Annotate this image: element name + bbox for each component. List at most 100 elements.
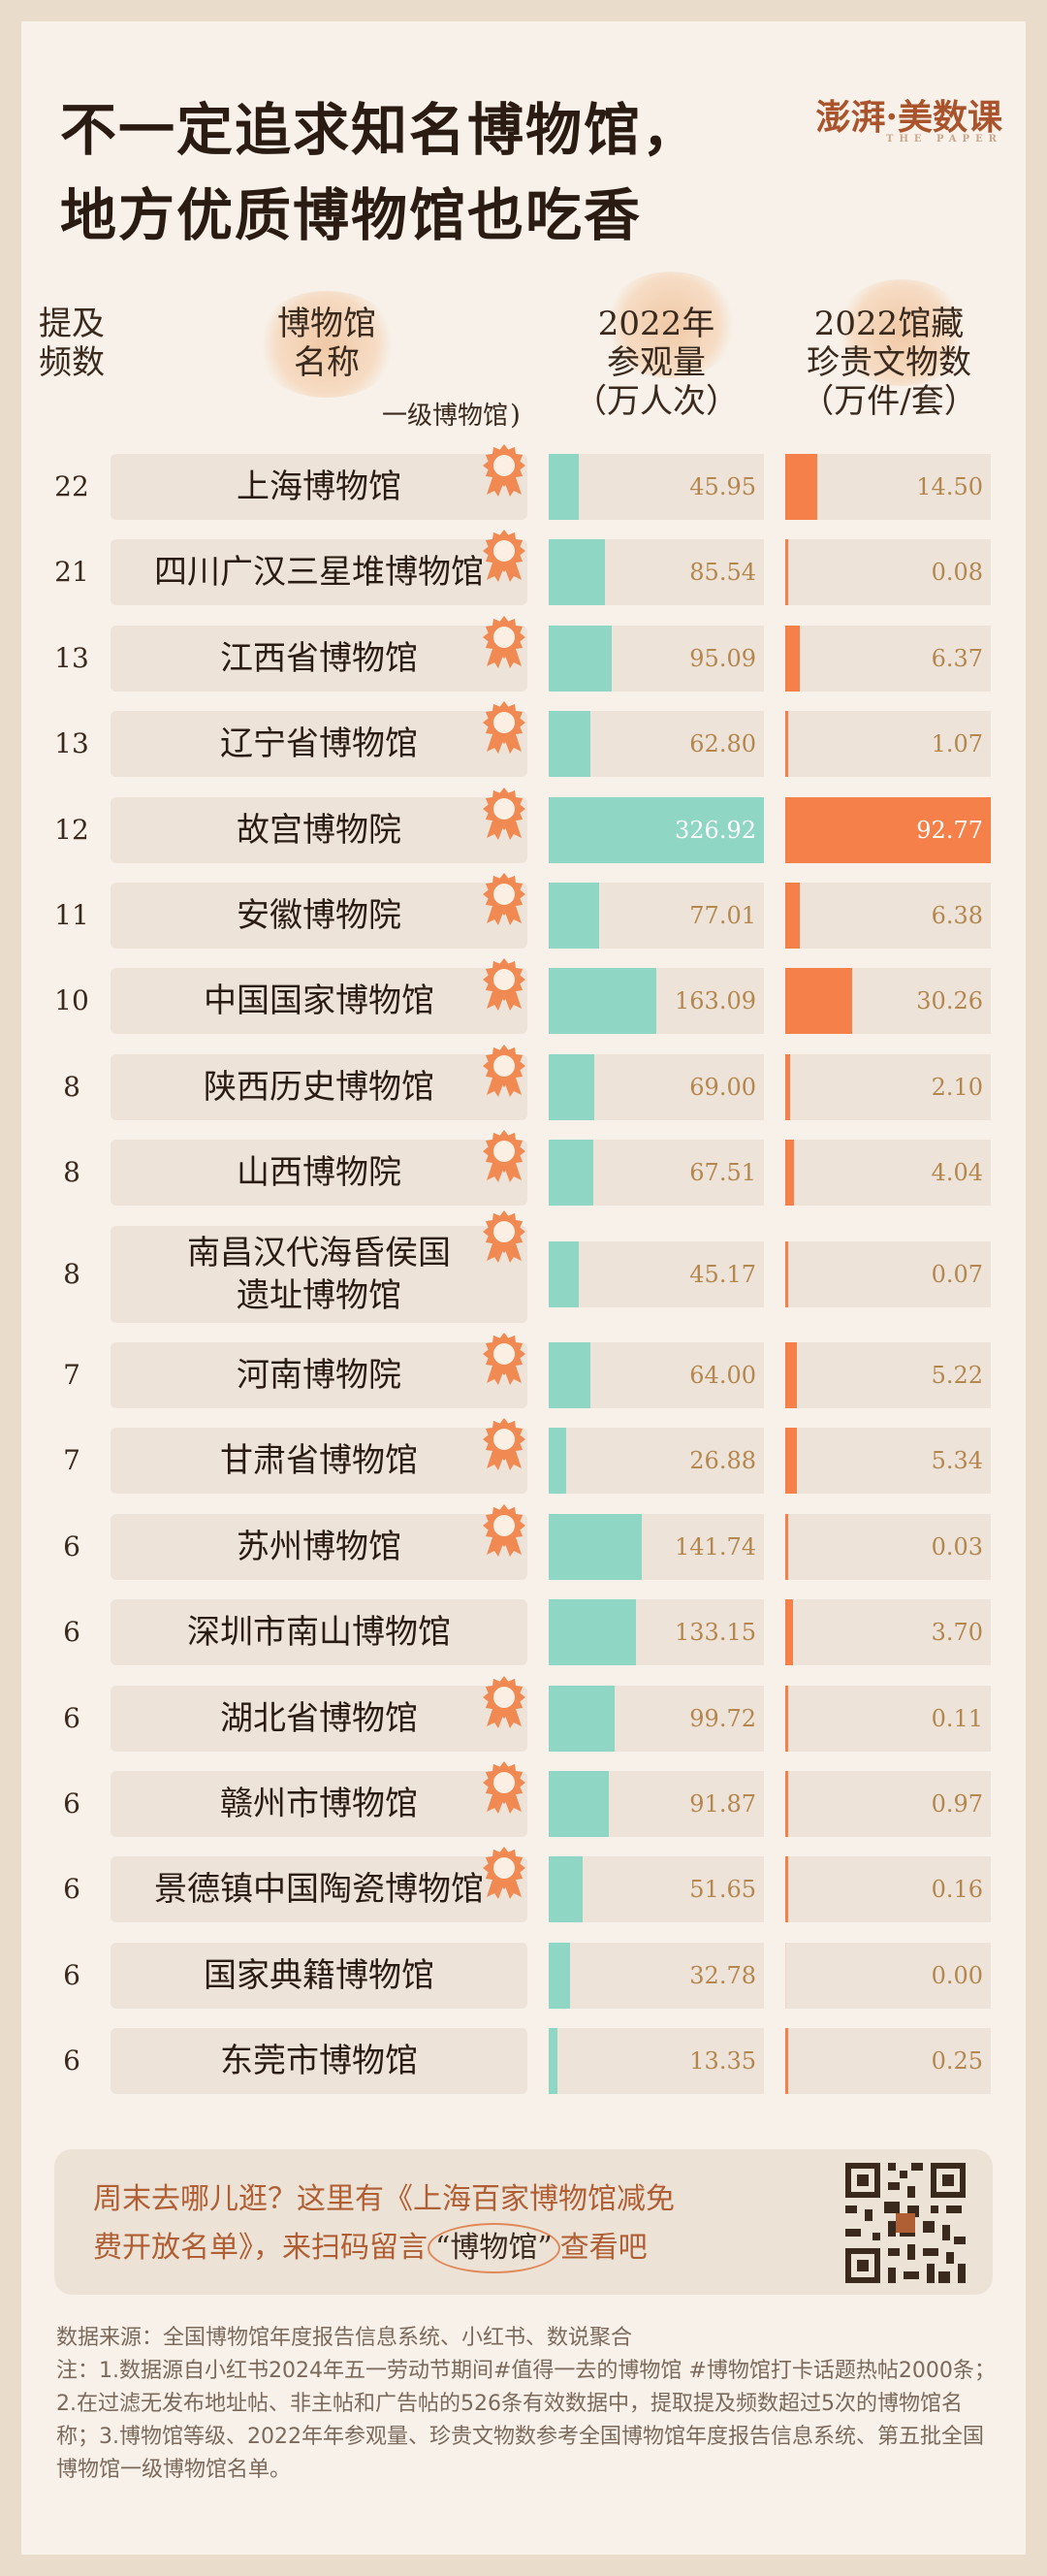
visitors-bar	[549, 2028, 558, 2095]
keyword-highlight: “博物馆”	[428, 2223, 560, 2273]
visitors-cell: 45.17	[549, 1240, 764, 1307]
relics-cell: 3.70	[785, 1599, 991, 1666]
relics-bar	[785, 711, 788, 778]
relics-cell: 2.10	[785, 1053, 991, 1120]
relics-cell: 1.07	[785, 711, 991, 778]
relics-bar	[785, 1240, 788, 1307]
visitors-value: 163.09	[675, 987, 756, 1015]
first-class-badge-icon	[483, 530, 525, 583]
table-row: 10 中国国家博物馆 163.09 30.26	[21, 958, 1026, 1035]
first-class-badge-icon	[483, 1418, 525, 1471]
header-freq: 提及 频数	[39, 305, 105, 382]
table-row: 6 深圳市南山博物馆 133.15 3.70	[21, 1599, 1026, 1666]
relics-bar	[785, 1685, 788, 1752]
mention-count: 6	[63, 1616, 80, 1649]
visitors-value: 45.95	[689, 473, 756, 500]
relics-bar	[785, 1140, 795, 1207]
relics-cell: 0.11	[785, 1685, 991, 1752]
relics-cell: 0.97	[785, 1771, 991, 1837]
mention-count: 11	[54, 899, 89, 931]
header-decoration	[603, 272, 739, 378]
mention-count: 7	[63, 1359, 80, 1391]
visitors-value: 13.35	[689, 2047, 756, 2076]
table-row: 7 甘肃省博物馆 26.88 5.34	[21, 1418, 1026, 1495]
museum-name: 深圳市南山博物馆	[111, 1599, 527, 1666]
footnotes: 数据来源：全国博物馆年度报告信息系统、小红书、数说聚合 注：1.数据源自小红书2…	[56, 2326, 996, 2482]
visitors-value: 64.00	[689, 1362, 756, 1389]
relics-value: 0.08	[931, 559, 983, 587]
visitors-value: 133.15	[675, 1619, 756, 1647]
mention-count: 21	[54, 556, 89, 589]
header-name: 博物馆 名称	[277, 305, 376, 382]
visitors-value: 95.09	[689, 644, 756, 672]
header-visitors: 2022年 参观量 （万人次）	[574, 305, 739, 421]
table-row: 13 辽宁省博物馆 62.80 1.07	[21, 701, 1026, 778]
visitors-cell: 91.87	[549, 1771, 764, 1837]
table-row: 6 国家典籍博物馆 32.78 0.00	[21, 1942, 1026, 2009]
visitors-cell: 326.92	[549, 796, 764, 863]
museum-name: 景德镇中国陶瓷博物馆	[111, 1856, 527, 1923]
visitors-cell: 62.80	[549, 711, 764, 778]
museum-name: 江西省博物馆	[111, 625, 527, 692]
first-class-badge-icon	[483, 1333, 525, 1385]
first-class-badge-icon	[483, 958, 525, 1012]
visitors-cell: 85.54	[549, 539, 764, 606]
relics-cell: 14.50	[785, 454, 991, 520]
relics-cell: 0.07	[785, 1240, 991, 1307]
visitors-bar	[549, 1942, 571, 2009]
visitors-value: 62.80	[689, 730, 756, 758]
visitors-cell: 67.51	[549, 1140, 764, 1207]
relics-cell: 6.38	[785, 883, 991, 949]
relics-value: 0.25	[931, 2047, 983, 2076]
header-decoration	[254, 291, 399, 398]
table-row: 8 山西博物院 67.51 4.04	[21, 1130, 1026, 1207]
museum-name: 中国国家博物馆	[111, 968, 527, 1035]
promo-banner[interactable]: 周末去哪儿逛？这里有《上海百家博物馆减免 费开放名单》，来扫码留言 “博物馆” 查看…	[54, 2149, 993, 2295]
relics-bar	[785, 1342, 797, 1408]
infographic: 不一定追求知名博物馆， 地方优质博物馆也吃香 澎湃·美数课 THE PAPER …	[21, 21, 1026, 2555]
table-row: 12 故宫博物院 326.92 92.77	[21, 787, 1026, 863]
mention-count: 13	[54, 641, 89, 674]
visitors-bar	[549, 1513, 643, 1580]
first-class-badge-icon	[483, 1503, 525, 1557]
relics-bar	[785, 796, 991, 863]
table-row: 8 陕西历史博物馆 69.00 2.10	[21, 1044, 1026, 1120]
relics-value: 6.38	[931, 902, 983, 929]
mention-count: 22	[54, 470, 89, 502]
mention-count: 8	[63, 1257, 80, 1290]
museum-name: 陕西历史博物馆	[111, 1053, 527, 1120]
first-class-badge-icon	[483, 1130, 525, 1183]
relics-value: 92.77	[916, 816, 983, 844]
relics-cell: 30.26	[785, 968, 991, 1035]
museum-name: 湖北省博物馆	[111, 1685, 527, 1752]
visitors-value: 99.72	[689, 1704, 756, 1732]
museum-name: 上海博物馆	[111, 454, 527, 520]
mention-count: 6	[63, 2045, 80, 2077]
visitors-cell: 32.78	[549, 1942, 764, 2009]
visitors-bar	[549, 1140, 593, 1207]
table-row: 7 河南博物院 64.00 5.22	[21, 1333, 1026, 1408]
relics-bar	[785, 1771, 788, 1837]
relics-bar	[785, 1856, 788, 1923]
relics-bar	[785, 1053, 790, 1120]
visitors-bar	[549, 625, 612, 692]
visitors-value: 26.88	[689, 1447, 756, 1475]
visitors-bar	[549, 968, 656, 1035]
relics-cell: 92.77	[785, 796, 991, 863]
relics-cell: 0.00	[785, 1942, 991, 2009]
visitors-bar	[549, 1771, 610, 1837]
visitors-value: 85.54	[689, 559, 756, 587]
mention-count: 6	[63, 1787, 80, 1819]
museum-name: 安徽博物院	[111, 883, 527, 949]
first-class-badge-icon	[483, 873, 525, 925]
visitors-value: 67.51	[689, 1159, 756, 1187]
visitors-cell: 163.09	[549, 968, 764, 1035]
visitors-bar	[549, 1342, 591, 1408]
mention-count: 7	[63, 1444, 80, 1477]
relics-value: 0.11	[931, 1704, 983, 1732]
relics-value: 0.97	[931, 1790, 983, 1818]
relics-value: 5.34	[931, 1447, 983, 1475]
museum-name: 河南博物院	[111, 1342, 527, 1408]
visitors-cell: 64.00	[549, 1342, 764, 1408]
qr-code-icon[interactable]	[841, 2159, 969, 2287]
